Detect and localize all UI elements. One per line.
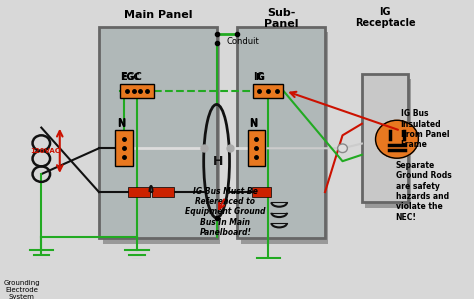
- Text: 120VAC: 120VAC: [30, 148, 60, 154]
- Text: IG: IG: [255, 73, 265, 83]
- Bar: [153, 187, 174, 197]
- Bar: [247, 130, 265, 166]
- Text: IG: IG: [254, 71, 265, 82]
- Text: Separate
Ground Rods
are safety
hazards and
violate the
NEC!: Separate Ground Rods are safety hazards …: [396, 161, 451, 222]
- Circle shape: [375, 120, 419, 158]
- Bar: [237, 27, 325, 239]
- Circle shape: [337, 144, 347, 152]
- Bar: [362, 74, 408, 202]
- Bar: [115, 130, 133, 166]
- Text: IG
Receptacle: IG Receptacle: [355, 7, 415, 28]
- Text: Sub-
Panel: Sub- Panel: [264, 8, 299, 29]
- Bar: [241, 32, 328, 244]
- Text: Conduit: Conduit: [226, 37, 259, 47]
- Text: H: H: [213, 155, 224, 168]
- Bar: [365, 79, 411, 208]
- Bar: [252, 187, 272, 197]
- Bar: [103, 32, 220, 244]
- Text: IG Bus
Insulated
From Panel
Frame: IG Bus Insulated From Panel Frame: [401, 109, 449, 149]
- Bar: [99, 27, 217, 239]
- Bar: [128, 187, 150, 197]
- Text: Main Panel: Main Panel: [124, 10, 192, 20]
- Bar: [120, 84, 155, 98]
- Text: N: N: [117, 118, 125, 128]
- Text: N: N: [249, 119, 257, 129]
- Text: EGC: EGC: [122, 73, 140, 83]
- Text: Grounding
Electrode
System: Grounding Electrode System: [3, 280, 40, 299]
- Text: IG Bus Must Be
Referenced to
Equipment Ground
Bus In Main
Panelboard!: IG Bus Must Be Referenced to Equipment G…: [185, 187, 265, 237]
- Bar: [254, 84, 283, 98]
- Text: EGC: EGC: [120, 71, 142, 82]
- Text: N: N: [249, 118, 257, 128]
- Text: N: N: [117, 119, 125, 129]
